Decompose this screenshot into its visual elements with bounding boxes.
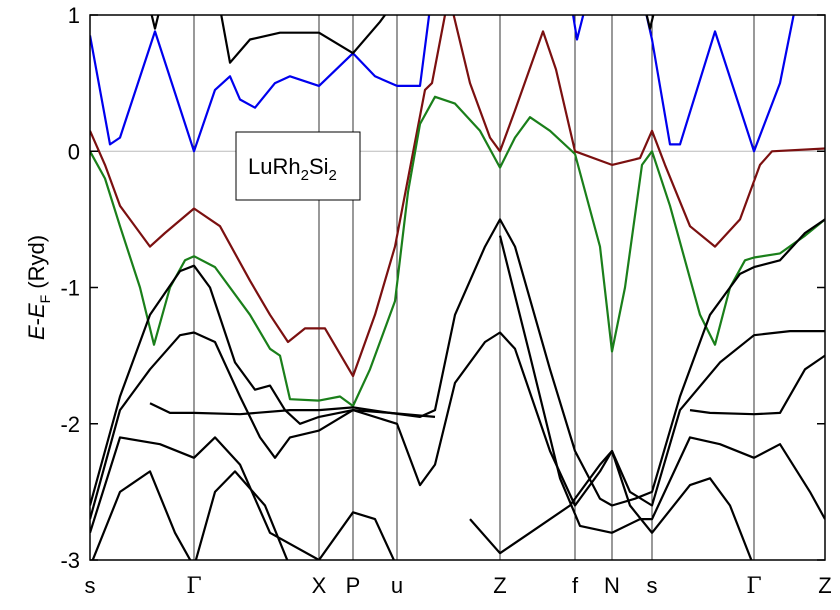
bands [90,15,825,560]
y-label-part: E [24,303,49,318]
x-tick-label: N [604,573,620,598]
y-tick-label: -2 [60,412,80,437]
annotation-part: 2 [329,167,337,184]
band-line [90,95,825,408]
band-line [91,449,753,560]
annotation-part: Si [309,154,329,179]
band-line [90,330,825,520]
annotation-part: 2 [301,167,309,184]
y-tick-label: 1 [68,3,80,28]
x-tick-label: Z [493,573,506,598]
y-label-part: F [37,295,53,304]
x-tick-label: Z [818,573,831,598]
band-line [150,15,655,64]
y-label-part: - [24,318,49,325]
band-line [90,15,795,153]
grid [89,15,826,560]
plot-frame [89,14,826,561]
x-tick-label: Γ [186,574,201,599]
annotation-part: LuRh [248,154,301,179]
annotation: LuRh2Si2 [248,154,337,184]
x-tick-label: f [572,573,579,598]
x-tick-label: Γ [746,574,761,599]
band-line [90,218,825,507]
y-label-part: E [24,325,49,340]
x-tick-label: P [346,573,361,598]
band-line [90,15,825,378]
band-line [149,354,825,418]
band-line [90,235,825,560]
y-tick-label: 0 [68,139,80,164]
y-axis-label: E-EF(Ryd) [24,235,53,340]
y-tick-label: -1 [60,276,80,301]
y-label-part: (Ryd) [24,235,49,289]
x-tick-label: X [312,573,327,598]
x-tick-label: s [647,573,658,598]
y-tick-label: -3 [60,548,80,573]
x-tick-label: s [85,573,96,598]
x-tick-label: u [391,573,403,598]
annotation-box [235,131,361,201]
